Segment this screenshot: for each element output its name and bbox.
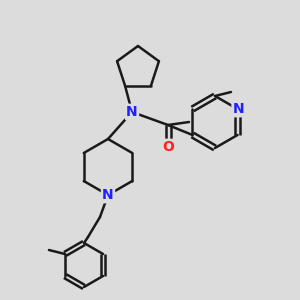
Text: N: N [102, 188, 114, 202]
Text: O: O [162, 140, 174, 154]
Text: N: N [233, 102, 244, 116]
Text: N: N [126, 105, 138, 119]
